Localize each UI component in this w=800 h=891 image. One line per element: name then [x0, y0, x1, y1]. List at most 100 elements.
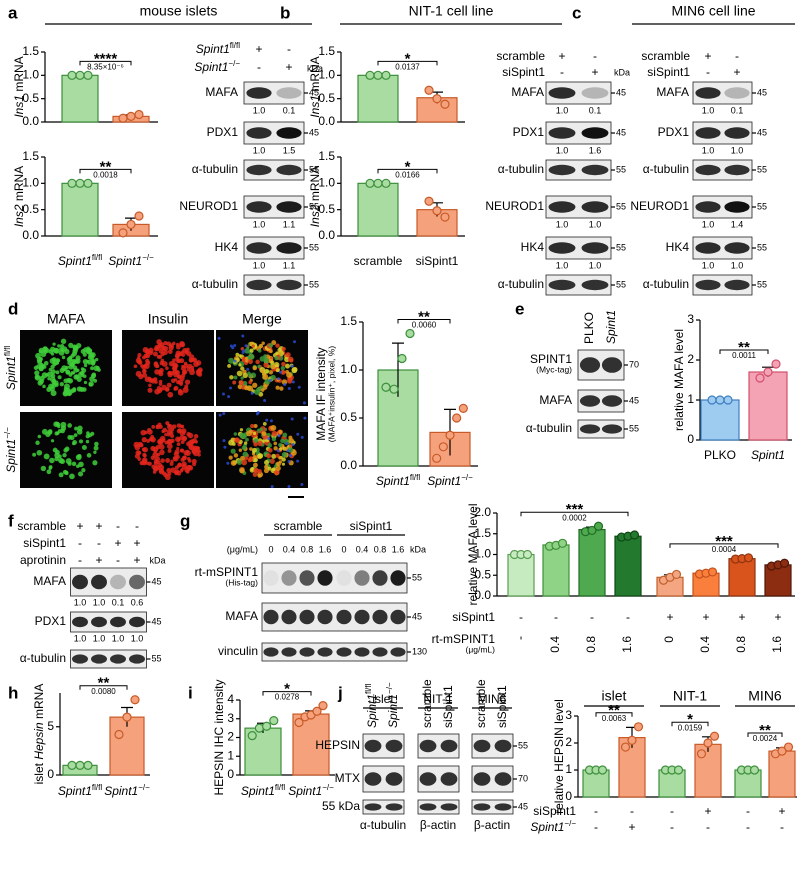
- blot-label-part: PDX1: [207, 125, 239, 139]
- kda-value: 55: [616, 242, 626, 252]
- cell-signal: [163, 340, 168, 346]
- cell-signal: [253, 458, 258, 463]
- x-category-label-part: −/−: [142, 253, 154, 262]
- cell-signal: [77, 471, 84, 477]
- cell-signal: [253, 423, 258, 429]
- dose-label: 0: [341, 544, 346, 554]
- cell-signal: [172, 424, 177, 429]
- dose-label: 1.6: [319, 544, 332, 554]
- cell-signal: [47, 429, 53, 434]
- cell-signal: [88, 381, 94, 387]
- blot-band: [299, 570, 315, 586]
- cell-signal: [153, 346, 159, 352]
- kda-value: 130: [412, 646, 427, 656]
- cell-signal: [240, 376, 244, 380]
- panel-title: NIT-1 cell line: [409, 3, 494, 19]
- x-table-cell: -: [594, 820, 598, 834]
- data-point: [381, 70, 391, 80]
- cell-signal: [81, 444, 87, 450]
- cell-signal: [238, 363, 242, 367]
- cell-signal: [262, 421, 267, 426]
- p-value: 0.0278: [275, 693, 300, 702]
- x-table-cell: 0.4: [548, 636, 562, 653]
- cell-signal: [236, 370, 243, 377]
- cell-signal: [36, 449, 43, 456]
- cell-signal: [41, 428, 48, 435]
- kda-unit: kDa: [150, 555, 166, 565]
- x-table-cell: +: [628, 820, 635, 834]
- blot-label-part: HK4: [215, 240, 239, 254]
- kda-value: 70: [518, 773, 528, 783]
- lane-column-label: scramble: [474, 679, 488, 728]
- lane-column-label: siSpint1: [441, 685, 455, 728]
- cell-signal: [229, 375, 234, 380]
- cell-signal: [271, 436, 277, 442]
- panel-letter: c: [572, 3, 581, 22]
- lane-column-label-part: fl/fl: [364, 684, 373, 694]
- y-tick-label: 0: [47, 767, 54, 781]
- lane-header-label: scramble: [17, 519, 66, 533]
- cell-signal: [243, 441, 248, 445]
- lane-column-label-part: siSpint1: [495, 685, 509, 728]
- blot-label: HK4: [215, 240, 239, 254]
- cell-signal: [258, 343, 263, 349]
- cell-signal: [181, 370, 187, 375]
- cell-signal: [74, 426, 78, 431]
- panel-letter: a: [8, 3, 18, 22]
- blot-label: α-tubulin: [20, 651, 66, 665]
- cell-signal: [52, 378, 57, 383]
- cell-signal: [72, 388, 77, 393]
- cell-signal: [72, 441, 76, 446]
- cell-signal: [70, 371, 74, 375]
- p-value: 0.0080: [91, 687, 116, 696]
- y-tick-label: 1.5: [22, 44, 39, 58]
- image-row-label-part: fl/fl: [3, 346, 12, 356]
- x-table-cell: -: [670, 804, 674, 818]
- blot-label-part: MAFA: [511, 85, 544, 99]
- cell-signal: [137, 450, 142, 455]
- cell-signal: [233, 453, 239, 458]
- y-tick-label: 1.0: [22, 176, 39, 190]
- y-tick-label: 0.0: [22, 114, 39, 128]
- y-tick-label: 0.0: [318, 114, 335, 128]
- dose-label: 0.4: [356, 544, 369, 554]
- data-point: [673, 765, 684, 775]
- cell-signal: [268, 343, 274, 348]
- y-tick-label: 0: [687, 432, 694, 446]
- nucleus-signal: [297, 385, 301, 389]
- lane-header-label: siSpint1: [23, 536, 66, 550]
- cell-signal: [73, 345, 79, 351]
- blot-band: [91, 616, 107, 628]
- band-quant: 1.5: [283, 145, 296, 155]
- cell-signal: [47, 376, 51, 381]
- cell-signal: [263, 468, 269, 474]
- cell-signal: [142, 368, 147, 374]
- blot-band: [548, 242, 576, 254]
- lane-column-label-part: scramble: [474, 679, 488, 728]
- cell-signal: [82, 352, 87, 357]
- cell-signal: [238, 380, 245, 386]
- kda-value: 55: [309, 242, 319, 252]
- data-point: [381, 382, 391, 392]
- cell-signal: [241, 445, 247, 451]
- blot-label-part: NEUROD1: [630, 199, 689, 213]
- cell-signal: [37, 380, 43, 386]
- cell-signal: [146, 438, 151, 443]
- blot-band: [473, 772, 491, 786]
- dose-label: 0.4: [283, 544, 296, 554]
- nucleus-signal: [222, 412, 226, 416]
- cell-signal: [277, 348, 282, 352]
- cell-signal: [187, 464, 193, 470]
- blot-band: [276, 279, 302, 291]
- cell-signal: [57, 344, 61, 348]
- cell-signal: [177, 462, 183, 468]
- nucleus-signal: [231, 346, 235, 350]
- y-axis-label-part: Ins2: [12, 204, 26, 227]
- cell-signal: [166, 443, 173, 450]
- cell-signal: [165, 458, 171, 464]
- lane-sign: -: [78, 536, 82, 550]
- nucleus-signal: [241, 334, 245, 338]
- blot-band: [385, 739, 403, 753]
- band-quant: 1.1: [283, 219, 296, 229]
- cell-signal: [184, 379, 191, 385]
